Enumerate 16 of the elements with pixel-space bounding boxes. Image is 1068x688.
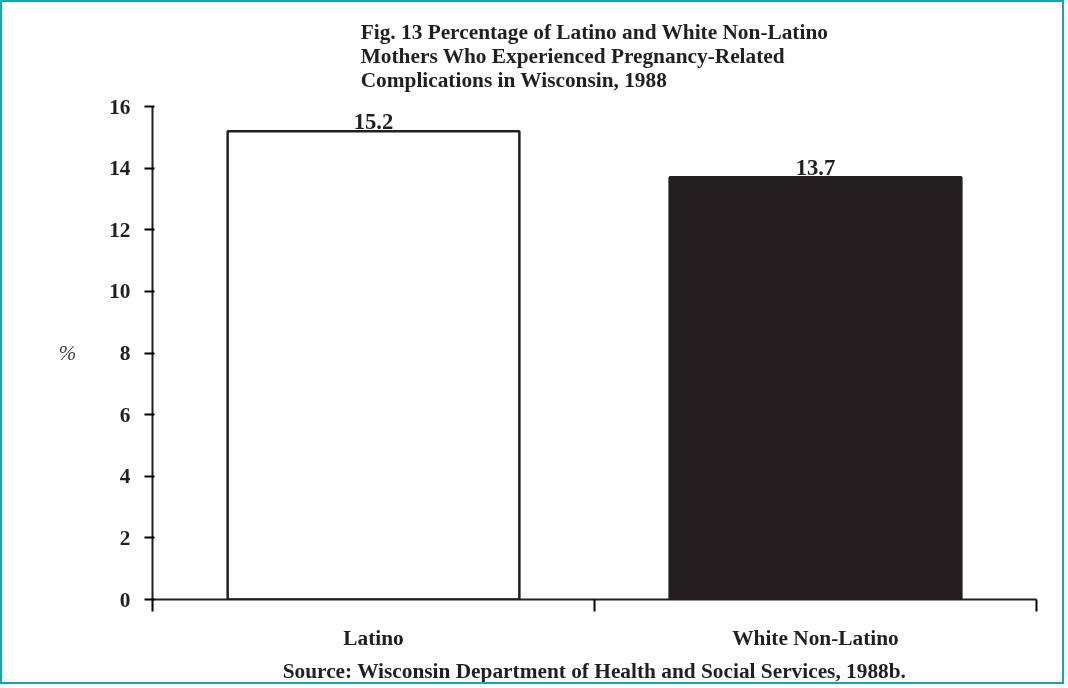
y-tick-label: 10 xyxy=(109,279,131,304)
y-tick-label: 8 xyxy=(119,341,131,365)
data-label: 13.7 xyxy=(795,155,836,181)
x-tick-label: Latino xyxy=(343,625,404,650)
y-tick-label: 6 xyxy=(119,402,131,427)
x-tick-label: White Non-Latino xyxy=(732,625,899,650)
y-tick-label: 12 xyxy=(109,217,131,242)
source-note: Source: Wisconsin Department of Health and Social Services, 1988b. xyxy=(282,658,906,683)
y-tick-label: 16 xyxy=(109,94,131,119)
y-tick-label: 4 xyxy=(119,464,131,489)
chart-title: Fig. 13 Percentage of Latino and White Non-Latino Mothers Who Experienced Pregnancy-Related Complications in Wisconsin, 1988 xyxy=(360,19,828,92)
y-tick-label: 14 xyxy=(109,156,131,181)
y-tick-label: 0 xyxy=(119,587,131,612)
data-label: 15.2 xyxy=(353,109,394,135)
y-tick-label: 2 xyxy=(119,525,131,550)
y-axis-title: % xyxy=(58,341,77,365)
